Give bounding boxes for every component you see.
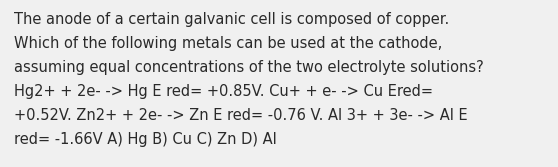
Text: The anode of a certain galvanic cell is composed of copper.: The anode of a certain galvanic cell is … xyxy=(14,12,449,27)
Text: Hg2+ + 2e- -> Hg E red= +0.85V. Cu+ + e- -> Cu Ered=: Hg2+ + 2e- -> Hg E red= +0.85V. Cu+ + e-… xyxy=(14,84,433,99)
Text: assuming equal concentrations of the two electrolyte solutions?: assuming equal concentrations of the two… xyxy=(14,60,484,75)
Text: Which of the following metals can be used at the cathode,: Which of the following metals can be use… xyxy=(14,36,442,51)
Text: +0.52V. Zn2+ + 2e- -> Zn E red= -0.76 V. Al 3+ + 3e- -> Al E: +0.52V. Zn2+ + 2e- -> Zn E red= -0.76 V.… xyxy=(14,108,468,123)
Text: red= -1.66V A) Hg B) Cu C) Zn D) Al: red= -1.66V A) Hg B) Cu C) Zn D) Al xyxy=(14,132,277,147)
